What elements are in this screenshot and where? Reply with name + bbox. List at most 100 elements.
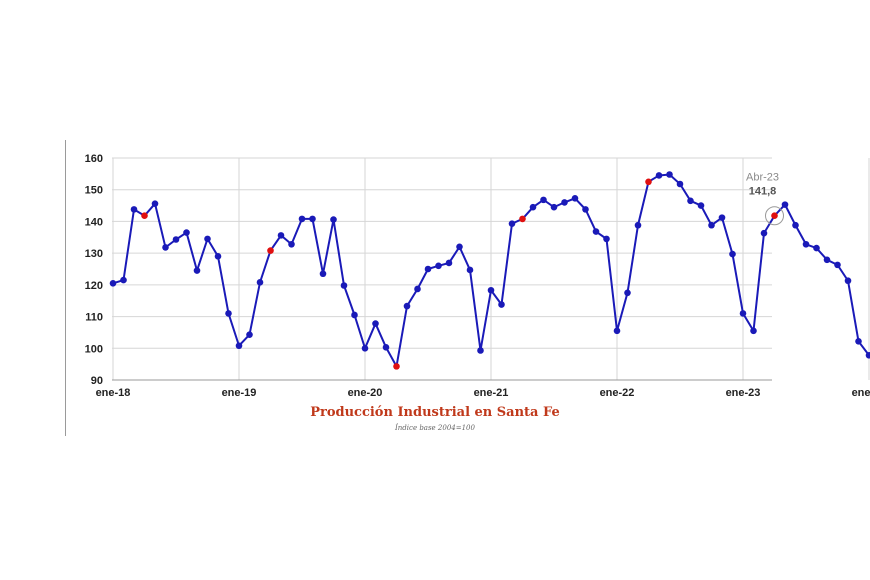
data-point [193, 267, 201, 274]
data-point [414, 285, 421, 293]
data-point [172, 236, 180, 243]
data-point [435, 262, 442, 270]
highlight-point [141, 212, 148, 220]
x-tick-label: ene-20 [348, 387, 383, 399]
highlight-point [771, 212, 778, 220]
data-point [571, 194, 579, 202]
data-point [802, 240, 810, 248]
annotation-date: Abr-23 [746, 172, 779, 184]
data-point [256, 279, 264, 286]
data-point [183, 229, 190, 236]
highlight-point [519, 215, 526, 223]
annotation-ring [765, 206, 784, 226]
data-point [603, 235, 610, 243]
data-point [739, 310, 747, 317]
x-tick-label: ene-19 [222, 387, 257, 399]
data-point [540, 196, 547, 204]
data-point [424, 265, 432, 273]
data-point [634, 221, 642, 229]
data-point [760, 229, 768, 237]
data-point [372, 320, 379, 327]
data-point [561, 199, 568, 206]
data-point [844, 277, 852, 285]
highlight-point [267, 247, 274, 254]
data-point [529, 203, 537, 211]
y-tick-label: 150 [85, 185, 103, 197]
y-tick-label: 130 [85, 248, 103, 260]
x-tick-label: ene-18 [96, 387, 131, 399]
x-tick-label: ene-21 [474, 387, 509, 399]
data-point [718, 214, 726, 221]
data-point [288, 240, 295, 248]
data-point [592, 228, 600, 235]
data-point [382, 344, 390, 351]
data-point [225, 310, 232, 317]
data-point [351, 311, 358, 319]
data-point [687, 197, 694, 205]
data-point [361, 344, 369, 352]
data-point [666, 171, 673, 178]
data-point [151, 200, 159, 207]
data-point [204, 235, 211, 243]
data-point [477, 347, 484, 354]
data-point [676, 180, 684, 188]
data-point [613, 327, 621, 335]
data-point [466, 266, 474, 274]
x-tick-label: ene-23 [726, 387, 761, 399]
chart-title: Producción Industrial en Santa Fe [310, 405, 560, 420]
data-point [487, 286, 495, 294]
data-point [823, 256, 831, 264]
data-point [865, 351, 870, 359]
data-point [855, 338, 862, 345]
data-point [508, 220, 516, 227]
annotation-value: 141,8 [749, 186, 777, 198]
x-tick-label: ene-24 [852, 387, 870, 399]
x-axis-ticks: ene-18 ene-19 ene-20 ene-21 ene-22 ene-23 ene-… [96, 387, 870, 399]
data-point [498, 301, 505, 308]
highlight-point [645, 178, 652, 186]
data-point [813, 244, 820, 252]
data-point [109, 279, 117, 287]
y-tick-label: 100 [85, 343, 103, 355]
x-tick-label: ene-22 [600, 387, 635, 399]
data-point [309, 215, 316, 223]
data-point [708, 221, 715, 229]
data-point [340, 282, 348, 289]
data-point [750, 327, 757, 335]
data-point [729, 250, 736, 258]
highlight-point [393, 363, 400, 370]
data-points [109, 171, 870, 370]
data-point [792, 221, 799, 229]
data-point [214, 253, 222, 260]
data-point [582, 206, 589, 213]
data-point [445, 259, 453, 267]
data-point [834, 261, 841, 269]
y-tick-label: 90 [91, 375, 103, 387]
left-frame-line [65, 140, 66, 436]
y-tick-label: 110 [85, 312, 103, 324]
data-point [162, 244, 169, 251]
y-tick-label: 120 [85, 280, 103, 292]
data-point [235, 342, 243, 350]
series-line [112, 173, 870, 370]
y-tick-label: 140 [85, 216, 103, 228]
data-point [624, 289, 631, 297]
data-point [130, 206, 138, 213]
data-point [697, 202, 705, 209]
data-point [456, 243, 463, 251]
data-point [781, 201, 789, 208]
data-point [330, 216, 337, 223]
data-point [550, 203, 558, 211]
data-point [319, 270, 327, 278]
data-point [298, 215, 306, 223]
data-point [246, 331, 253, 338]
y-axis-ticks: 90 100 110 120 130 140 150 160 [85, 153, 103, 387]
y-tick-label: 160 [85, 153, 103, 165]
chart-subtitle: Índice base 2004=100 [395, 424, 475, 432]
data-point [277, 232, 285, 239]
data-point [403, 302, 411, 310]
data-point [120, 276, 127, 284]
data-point [655, 172, 663, 179]
